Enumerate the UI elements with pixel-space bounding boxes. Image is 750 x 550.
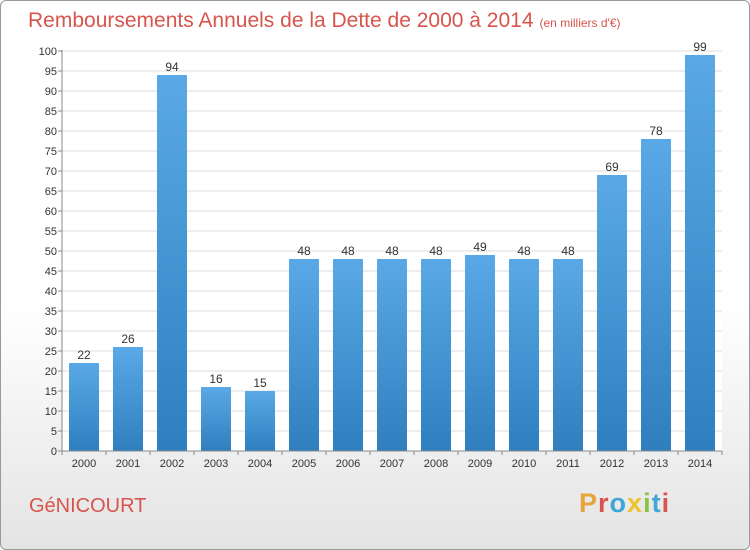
x-tick-label-2013: 2013 (644, 458, 668, 470)
chart-title: Remboursements Annuels de la Dette de 20… (28, 9, 621, 33)
bar-2000 (69, 363, 99, 451)
y-tick-label: 0 (51, 446, 57, 458)
x-tick-label-2003: 2003 (204, 458, 228, 470)
y-tick-label: 30 (45, 326, 57, 338)
value-label-2010: 48 (517, 244, 531, 258)
y-tick-label: 90 (45, 86, 57, 98)
commune-name: GéNICOURT (29, 495, 147, 517)
chart-title-text: Remboursements Annuels de la Dette de 20… (28, 9, 534, 32)
x-tick-label-2014: 2014 (688, 458, 712, 470)
logo-letter: r (598, 488, 610, 518)
value-label-2012: 69 (605, 160, 619, 174)
value-label-2001: 26 (121, 332, 135, 346)
bar-2001 (113, 347, 143, 451)
x-tick-label-2007: 2007 (380, 458, 404, 470)
bar-2012 (597, 175, 627, 451)
bar-2002 (157, 75, 187, 451)
value-label-2008: 48 (429, 244, 443, 258)
bar-2006 (333, 259, 363, 451)
logo-letter: i (661, 488, 671, 518)
y-tick-label: 40 (45, 286, 57, 298)
bars (69, 55, 715, 451)
y-tick-label: 55 (45, 226, 57, 238)
value-label-2014: 99 (693, 40, 707, 54)
y-tick-label: 10 (45, 406, 57, 418)
value-label-2011: 48 (561, 244, 575, 258)
x-tick-label-2012: 2012 (600, 458, 624, 470)
y-tick-label: 45 (45, 266, 57, 278)
chart-subtitle: (en milliers d'€) (539, 16, 621, 30)
y-tick-label: 95 (45, 66, 57, 78)
value-labels: 22 26 94 16 15 48 48 48 48 49 48 48 69 78 99 (77, 40, 707, 390)
y-tick-label: 15 (45, 386, 57, 398)
value-label-2003: 16 (209, 372, 223, 386)
value-label-2009: 49 (473, 240, 487, 254)
value-label-2000: 22 (77, 348, 91, 362)
y-tick-label: 85 (45, 106, 57, 118)
value-label-2005: 48 (297, 244, 311, 258)
value-label-2004: 15 (253, 376, 267, 390)
logo-letter: o (609, 488, 628, 518)
x-tick-label-2004: 2004 (248, 458, 272, 470)
bar-2009 (465, 255, 495, 451)
bar-2003 (201, 387, 231, 451)
bar-2007 (377, 259, 407, 451)
y-tick-label: 100 (39, 46, 57, 58)
y-tick-label: 25 (45, 346, 57, 358)
y-tick-label: 35 (45, 306, 57, 318)
logo-letter: i (643, 488, 652, 518)
y-tick-label: 60 (45, 206, 57, 218)
x-tick-label-2005: 2005 (292, 458, 316, 470)
y-tick-label: 50 (45, 246, 57, 258)
y-tick-label: 5 (51, 426, 57, 438)
y-tick-label: 20 (45, 366, 57, 378)
bar-2005 (289, 259, 319, 451)
logo-letter: x (627, 488, 644, 518)
bar-2013 (641, 139, 671, 451)
y-axis-ticks: 0 5 10 15 20 25 30 35 40 45 50 55 60 65 70 75 80 85 90 95 10… (39, 46, 62, 458)
x-tick-label-2009: 2009 (468, 458, 492, 470)
x-tick-label-2001: 2001 (116, 458, 140, 470)
x-axis-ticks: 2000 2001 2002 2003 2004 2005 2006 2007 2008 2009… (61, 451, 723, 470)
logo-letter: P (579, 488, 599, 518)
bar-2004 (245, 391, 275, 451)
bar-2014 (685, 55, 715, 451)
x-tick-label-2010: 2010 (512, 458, 536, 470)
x-tick-label-2000: 2000 (72, 458, 96, 470)
y-tick-label: 75 (45, 146, 57, 158)
bar-2010 (509, 259, 539, 451)
x-tick-label-2006: 2006 (336, 458, 360, 470)
value-label-2002: 94 (165, 60, 179, 74)
value-label-2006: 48 (341, 244, 355, 258)
bar-2011 (553, 259, 583, 451)
y-tick-label: 80 (45, 126, 57, 138)
y-tick-label: 65 (45, 186, 57, 198)
value-label-2007: 48 (385, 244, 399, 258)
x-tick-label-2002: 2002 (160, 458, 184, 470)
proxiti-logo: Proxiti (579, 488, 670, 519)
bar-2008 (421, 259, 451, 451)
x-tick-label-2008: 2008 (424, 458, 448, 470)
y-tick-label: 70 (45, 166, 57, 178)
x-tick-label-2011: 2011 (556, 458, 580, 470)
value-label-2013: 78 (649, 124, 663, 138)
logo-letter: t (651, 488, 662, 518)
